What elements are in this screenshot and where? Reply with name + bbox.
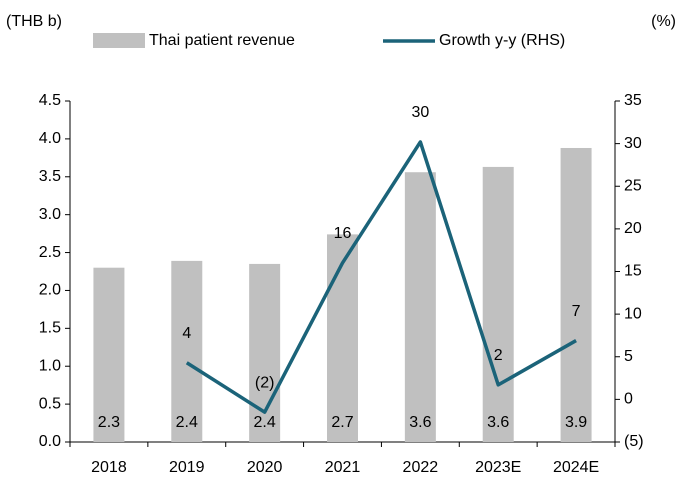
bar-value-label: 2.7	[331, 414, 353, 431]
x-tick-label: 2022	[403, 459, 439, 476]
x-tick-label: 2020	[247, 459, 283, 476]
bar-value-label: 2.4	[254, 414, 276, 431]
bar-value-label: 2.4	[176, 414, 198, 431]
legend-label: Growth y-y (RHS)	[439, 32, 565, 49]
y-tick-label: 4.5	[39, 92, 61, 109]
bar	[93, 267, 125, 442]
line-value-label: 16	[334, 225, 352, 242]
y-axis-label: (THB b)	[6, 13, 62, 30]
bar-value-label: 2.3	[98, 414, 120, 431]
y-tick-label: 2.5	[39, 244, 61, 261]
x-tick-label: 2021	[325, 459, 361, 476]
legend-label: Thai patient revenue	[149, 32, 295, 49]
bar	[171, 260, 203, 442]
y2-tick-label: 20	[624, 220, 642, 237]
bar	[404, 172, 436, 442]
y2-tick-label: 10	[624, 305, 642, 322]
y-tick-label: 1.5	[39, 320, 61, 337]
line-value-label: (2)	[255, 374, 275, 391]
bar-value-label: 3.6	[487, 414, 509, 431]
y-tick-label: 4.0	[39, 130, 61, 147]
x-tick-label: 2019	[169, 459, 205, 476]
y2-tick-label: 15	[624, 263, 642, 280]
y2-tick-label: 30	[624, 135, 642, 152]
y-tick-label: 3.5	[39, 168, 61, 185]
y2-tick-label: 0	[624, 391, 633, 408]
bar-value-label: 3.6	[409, 414, 431, 431]
y2-tick-label: 25	[624, 177, 642, 194]
line-value-label: 7	[572, 303, 581, 320]
x-tick-label: 2023E	[475, 459, 521, 476]
y-tick-label: 0.0	[39, 433, 61, 450]
x-tick-label: 2018	[91, 459, 127, 476]
bar	[482, 166, 514, 442]
y-tick-label: 3.0	[39, 206, 61, 223]
line-value-label: 30	[411, 104, 429, 121]
y2-tick-label: (5)	[624, 433, 644, 450]
y2-tick-label: 5	[624, 348, 633, 365]
legend-swatch	[93, 33, 145, 48]
y2-tick-label: 35	[624, 92, 642, 109]
bar	[327, 234, 358, 442]
line	[185, 140, 577, 414]
line-value-label: 2	[494, 347, 503, 364]
bar-value-label: 3.9	[565, 414, 587, 431]
bar	[560, 147, 592, 442]
y-tick-label: 1.0	[39, 357, 61, 374]
y-tick-label: 0.5	[39, 395, 61, 412]
x-tick-label: 2024E	[553, 459, 599, 476]
y2-axis-label: (%)	[651, 13, 676, 30]
y-tick-label: 2.0	[39, 282, 61, 299]
line-value-label: 4	[182, 325, 191, 342]
